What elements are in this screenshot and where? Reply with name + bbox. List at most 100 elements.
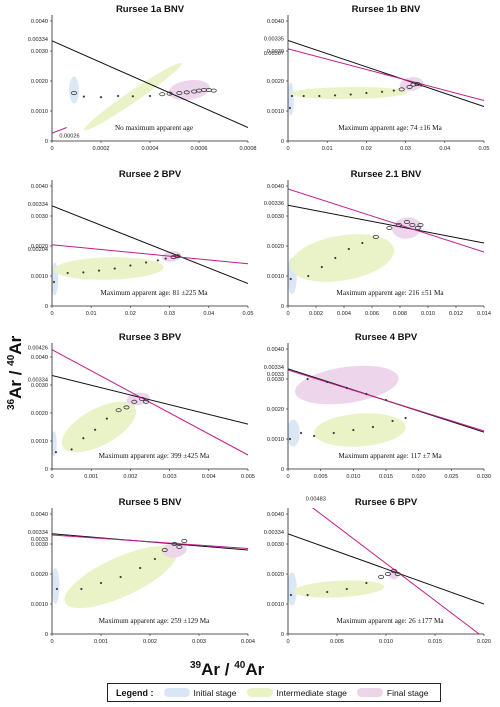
data-point (71, 91, 78, 96)
data-point (306, 593, 309, 597)
y-tick-label: 0.0030 (267, 214, 284, 220)
data-point (313, 434, 316, 438)
y-tick-label: 0 (281, 467, 284, 473)
y-tick-label: 0.0010 (31, 109, 48, 115)
x-tick-label: 0.015 (379, 474, 393, 480)
y-tick-label: 0.0020 (31, 572, 48, 578)
x-tick-label: 0.002 (309, 311, 323, 317)
intercept-label: 0.00426 (28, 346, 48, 352)
line-magenta (52, 127, 67, 134)
data-point (414, 82, 421, 87)
line-black (288, 40, 484, 107)
y-tick-label: 0.0020 (267, 244, 284, 250)
x-tick-label: 0.0008 (239, 146, 256, 152)
x-tick-label: 0.0004 (141, 146, 158, 152)
panel-annotation: No maximum apparent age (115, 124, 193, 132)
data-point (420, 84, 423, 87)
blob-intermediate (61, 401, 137, 453)
y-tick-label: 0 (281, 632, 284, 638)
x-tick-label: 0.04 (439, 146, 450, 152)
blob-intermediate (289, 234, 395, 282)
x-tick-label: 0.025 (444, 474, 458, 480)
legend-title: Legend : (116, 687, 154, 698)
line-black (52, 205, 248, 284)
blob-final (162, 542, 187, 558)
data-point (345, 587, 348, 591)
legend-swatch-final (356, 688, 383, 697)
x-tick-label: 0.006 (365, 311, 379, 317)
data-point (117, 94, 120, 98)
y-tick-label: 0.0010 (31, 439, 48, 445)
x-tick-label: 0.001 (84, 474, 98, 480)
x-tick-label: 0 (286, 146, 289, 152)
data-point (395, 222, 402, 227)
data-point (380, 90, 384, 93)
y-tick-label: 0 (45, 632, 48, 638)
x-tick-label: 0.012 (449, 311, 463, 317)
panel-6: 0 0.005 0.010 0.015 0.020 0.025 0.030 0 0.0010 0.… (264, 332, 491, 480)
data-point (52, 280, 56, 284)
intercept-label: 0.00334 (28, 37, 48, 43)
line-magenta (288, 48, 484, 101)
data-point (289, 593, 293, 597)
panel-title: Rursee 6 BPV (355, 497, 418, 508)
data-point (99, 96, 103, 99)
panel-annotation: Maximum apparent age: 74 ±16 Ma (338, 124, 442, 132)
data-point (66, 271, 69, 275)
panel-title: Rursee 4 BPV (355, 332, 418, 343)
y-tick-label: 0.0020 (31, 244, 48, 250)
data-point (131, 399, 138, 404)
data-point (164, 257, 167, 260)
data-point (181, 539, 188, 544)
intercept-label: 0.00204 (28, 247, 48, 253)
data-point (176, 545, 183, 550)
data-point (119, 575, 122, 579)
data-point (365, 91, 368, 95)
line-label: 0.00026 (59, 133, 79, 139)
x-tick-label: 0.03 (164, 311, 175, 317)
intercept-label: 0.00334 (28, 202, 48, 208)
data-point (289, 277, 292, 281)
line-black (52, 40, 248, 128)
y-tick-label: 0.0040 (267, 184, 284, 190)
y-tick-label: 0.0020 (267, 572, 284, 578)
panel-annotation: Maximum apparent age: 26 ±177 Ma (336, 617, 444, 625)
panel-annotation: Maximum apparent age: 216 ±51 Ma (336, 289, 444, 297)
data-point (386, 225, 393, 230)
blob-final (294, 365, 399, 405)
data-point (318, 94, 321, 98)
line-magenta (52, 349, 248, 456)
blob-final (168, 79, 210, 101)
x-tick-label: 0.003 (192, 639, 206, 645)
x-tick-label: 0.04 (203, 311, 214, 317)
x-tick-label: 0.004 (241, 639, 255, 645)
data-point (404, 416, 407, 420)
legend-item-intermediate: Intermediate stage (246, 688, 347, 698)
blob-initial (288, 82, 294, 116)
data-point (345, 386, 348, 390)
panel-annotation: Maximum apparent age: 117 ±7 Ma (338, 452, 442, 460)
y-tick-label: 0.0040 (267, 347, 284, 353)
y-tick-label: 0 (281, 304, 284, 310)
legend-item-final: Final stage (356, 687, 429, 698)
intercept-label: 0.0033 (31, 537, 48, 543)
y-tick-label: 0.0010 (267, 437, 284, 443)
data-point (288, 106, 292, 110)
x-tick-label: 0.01 (86, 311, 97, 317)
data-point (161, 548, 168, 553)
data-point (143, 399, 150, 404)
intercept-label: 0.00334 (264, 530, 284, 536)
data-point (307, 274, 310, 278)
panel-title: Rursee 2.1 BNV (351, 169, 422, 180)
line-magenta (52, 534, 248, 549)
line-black (52, 374, 248, 425)
data-point (365, 392, 368, 396)
data-point (326, 380, 329, 384)
data-point (99, 581, 103, 585)
data-point (394, 572, 401, 577)
legend-label-final: Final stage (386, 687, 429, 698)
x-tick-label: 0.010 (421, 311, 435, 317)
x-tick-label: 0 (286, 474, 289, 480)
data-point (82, 95, 85, 98)
